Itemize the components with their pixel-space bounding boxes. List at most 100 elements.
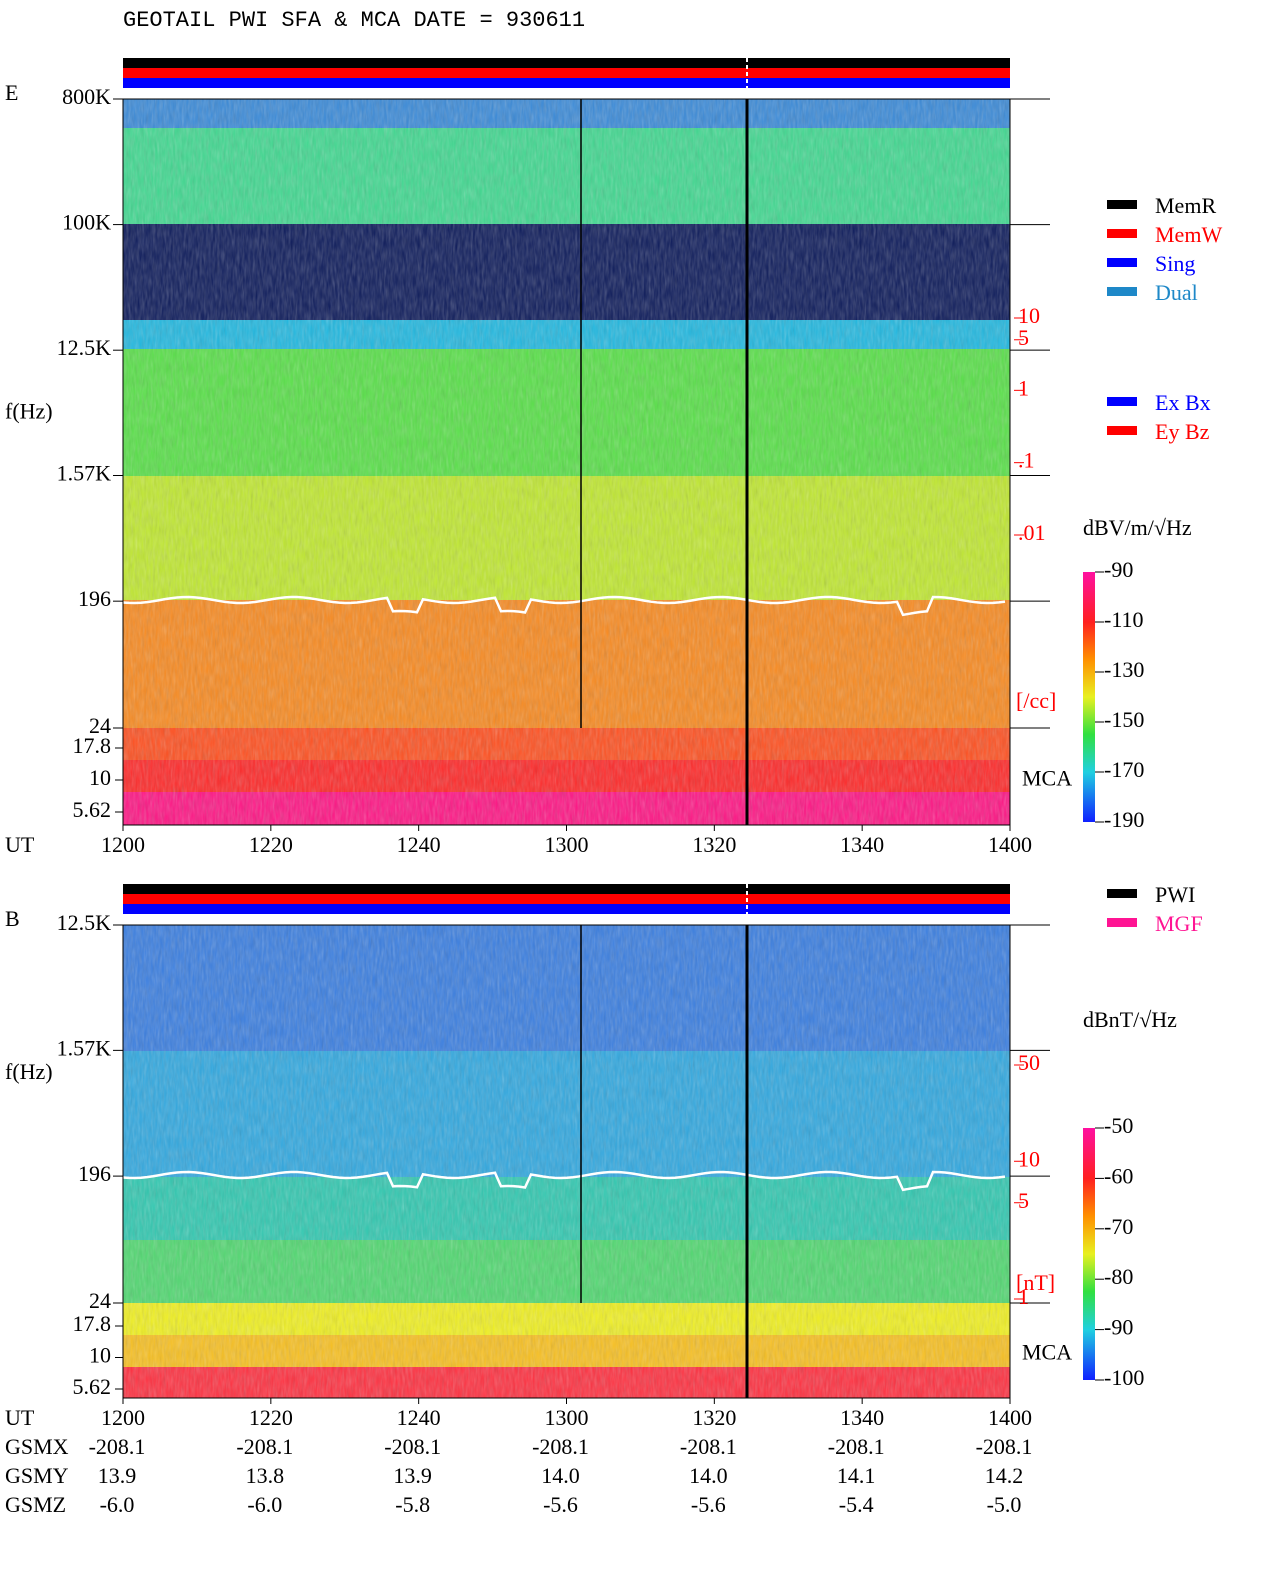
orbit-row-label: GSMZ (5, 1492, 66, 1517)
colorbar-tick-label: -80 (1104, 1264, 1133, 1289)
orbit-value: -208.1 (680, 1434, 737, 1459)
orbit-value: 13.9 (98, 1463, 137, 1488)
mode-bar (123, 904, 1010, 914)
mca-tick-label: 17.8 (73, 733, 112, 758)
orbit-value: 14.0 (689, 1463, 728, 1488)
colorbar-tick-label: -70 (1104, 1214, 1133, 1239)
mode-bar (123, 884, 1010, 894)
mode-bar (123, 78, 1010, 88)
legend-swatch (1107, 918, 1137, 927)
density-tick-label: 5 (1018, 325, 1029, 350)
mca-tick-label: 10 (89, 1343, 111, 1368)
colorbar-tick-label: -190 (1104, 807, 1144, 832)
density-tick-label: 10 (1018, 303, 1040, 328)
x-tick-label: 1300 (545, 832, 589, 857)
legend-label: MGF (1155, 911, 1203, 936)
orbit-value: -5.4 (839, 1492, 874, 1517)
legend-label: MemR (1155, 193, 1216, 218)
panel-label: B (5, 906, 20, 931)
y-axis-label: f(Hz) (5, 399, 53, 424)
orbit-value: -208.1 (236, 1434, 293, 1459)
y-tick-label: 12.5K (57, 910, 112, 935)
orbit-value: 13.9 (393, 1463, 432, 1488)
orbit-row-label: GSMX (5, 1434, 69, 1459)
y-tick-label: 196 (78, 1161, 111, 1186)
x-tick-label: 1340 (840, 832, 884, 857)
density-tick-label: 10 (1018, 1146, 1040, 1171)
colorbar-tick-label: -110 (1104, 607, 1144, 632)
orbit-value: 14.0 (541, 1463, 580, 1488)
orbit-value: -5.6 (543, 1492, 578, 1517)
orbit-row-label: GSMY (5, 1463, 69, 1488)
x-tick-label: 1300 (545, 1405, 589, 1430)
orbit-value: -208.1 (384, 1434, 441, 1459)
density-unit: [nT] (1016, 1270, 1055, 1295)
orbit-value: -208.1 (532, 1434, 589, 1459)
density-tick-label: 1 (1018, 1284, 1029, 1309)
colorbar-tick-label: -60 (1104, 1163, 1133, 1188)
legend-label: Sing (1155, 251, 1195, 276)
density-tick-label: 50 (1018, 1050, 1040, 1075)
x-tick-label: 1240 (397, 1405, 441, 1430)
orbit-value: -5.8 (395, 1492, 430, 1517)
mca-tick-label: 5.62 (73, 1374, 112, 1399)
y-axis-label: f(Hz) (5, 1059, 53, 1084)
orbit-value: -6.0 (247, 1492, 282, 1517)
colorbar-tick-label: -100 (1104, 1365, 1144, 1390)
colorbar-tick-label: -170 (1104, 757, 1144, 782)
orbit-value: 14.2 (985, 1463, 1024, 1488)
colorbar-tick-label: -150 (1104, 707, 1144, 732)
plasma-line (122, 595, 1006, 617)
orbit-value: 13.8 (246, 1463, 285, 1488)
mca-tick-label: 5.62 (73, 797, 112, 822)
mode-bar (123, 894, 1010, 904)
y-tick-label: 12.5K (57, 335, 112, 360)
page-title: GEOTAIL PWI SFA & MCA DATE = 930611 (123, 8, 585, 33)
x-axis-label: UT (5, 1405, 35, 1430)
x-tick-label: 1200 (101, 832, 145, 857)
y-tick-label: 196 (78, 586, 111, 611)
y-tick-label: 1.57K (57, 461, 112, 486)
colorbar-tick-label: -90 (1104, 557, 1133, 582)
x-tick-label: 1200 (101, 1405, 145, 1430)
x-tick-label: 1220 (249, 1405, 293, 1430)
colorbar-tick-label: -90 (1104, 1315, 1133, 1340)
mca-label: MCA (1022, 766, 1072, 791)
density-unit: [/cc] (1016, 688, 1056, 713)
x-tick-label: 1220 (249, 832, 293, 857)
mca-tick-label: 17.8 (73, 1311, 112, 1336)
x-tick-label: 1400 (988, 1405, 1032, 1430)
x-axis-label: UT (5, 832, 35, 857)
legend-label: Dual (1155, 280, 1198, 305)
orbit-value: -5.6 (691, 1492, 726, 1517)
colorbar-tick-label: -50 (1104, 1113, 1133, 1138)
legend-label: Ey Bz (1155, 419, 1210, 444)
orbit-value: -5.0 (987, 1492, 1022, 1517)
panel-label: E (5, 80, 18, 105)
orbit-value: -208.1 (828, 1434, 885, 1459)
y-tick-label: 24 (89, 1288, 111, 1313)
spectrogram-texture (123, 99, 1010, 825)
density-tick-label: 1 (1018, 375, 1029, 400)
orbit-value: -208.1 (89, 1434, 146, 1459)
colorbar (1083, 1128, 1095, 1380)
y-tick-label: 1.57K (57, 1035, 112, 1060)
density-tick-label: 5 (1018, 1188, 1029, 1213)
x-tick-label: 1340 (840, 1405, 884, 1430)
x-tick-label: 1240 (397, 832, 441, 857)
legend-swatch (1107, 258, 1137, 267)
legend-swatch (1107, 200, 1137, 209)
colorbar-label: dBnT/√Hz (1083, 1007, 1177, 1032)
density-tick-label: .01 (1018, 520, 1046, 545)
colorbar-label: dBV/m/√Hz (1083, 515, 1192, 540)
legend-swatch (1107, 287, 1137, 296)
y-tick-label: 24 (89, 713, 111, 738)
legend-label: MemW (1155, 222, 1222, 247)
orbit-value: 14.1 (837, 1463, 876, 1488)
plasma-line (122, 1170, 1006, 1192)
mca-label: MCA (1022, 1340, 1072, 1365)
spectrogram-texture (123, 925, 1010, 1398)
mca-tick-label: 10 (89, 765, 111, 790)
legend-swatch (1107, 426, 1137, 435)
orbit-value: -208.1 (976, 1434, 1033, 1459)
